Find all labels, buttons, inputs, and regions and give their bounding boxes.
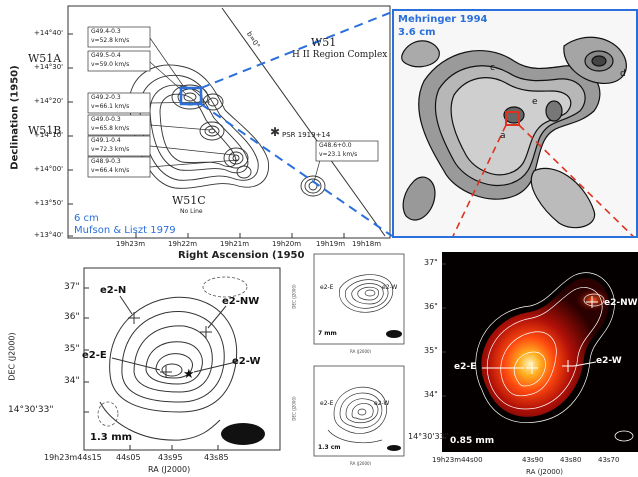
color-map-y-tick: 36": [424, 302, 438, 311]
w51-x-tick: 19h20m: [272, 240, 302, 248]
w51-complex-subtitle: H II Region Complex: [292, 50, 388, 60]
w51-wavelength-label: 6 cm: [74, 213, 99, 224]
e2-x-axis-title: RA (J2000): [148, 465, 191, 474]
e2-x-tick: 43s95: [158, 453, 183, 462]
small-7mm-graphic: [313, 253, 405, 345]
small-13cm-wavelength: 1.3 cm: [318, 444, 341, 451]
e2-wavelength-label: 1.3 mm: [90, 432, 133, 443]
source-box-velocity: v=66.4 km/s: [91, 167, 130, 174]
source-box-velocity: v=23.1 km/s: [319, 151, 358, 158]
small-7mm-wavelength: 7 mm: [318, 330, 337, 337]
color-map-wavelength: 0.85 mm: [450, 436, 495, 446]
e2-y-axis-title: DEC (J2000): [7, 332, 17, 381]
color-map-label-e2-nw: e2-NW: [604, 298, 638, 308]
e2-y-tick: 37": [64, 282, 80, 292]
source-label-e2-w: e2-W: [232, 356, 261, 367]
color-map-label-e2-w: e2-W: [596, 356, 622, 366]
w51-y-tick: +14°40': [34, 29, 64, 37]
w51-x-tick: 19h22m: [168, 240, 198, 248]
color-map-y-tick: 14°30'33": [408, 432, 449, 441]
source-label-e2-e: e2-E: [82, 350, 107, 361]
w51-x-tick: 19h21m: [220, 240, 250, 248]
small-13cm-x-title: RA (J2000): [350, 461, 372, 466]
e2-y-tick: 36": [64, 312, 80, 322]
source-label-e2-n: e2-N: [100, 285, 127, 296]
source-box-name: G49.4-0.3: [91, 28, 121, 35]
w51-y-axis-title: Declination (1950): [9, 65, 21, 170]
small-7mm-label-e2-e: e2-E: [320, 284, 334, 291]
mehringer-label-a: a: [500, 131, 506, 141]
mehringer-panel: Mehringer 1994 3.6 cm e d c a: [392, 9, 638, 238]
color-map-x-tick: 43s70: [598, 456, 620, 464]
mehringer-graphic: [401, 36, 634, 236]
w51-y-tick: +14°20': [34, 97, 64, 105]
w51c-subtitle: No Line: [180, 208, 203, 215]
e2-y-tick: 34": [64, 376, 80, 386]
w51-map-graphic: ✱: [67, 5, 392, 239]
color-map-x-title: RA (J2000): [526, 468, 563, 476]
w51c-label: W51C: [172, 194, 206, 207]
w51-y-tick: +14°30': [34, 63, 64, 71]
small-13cm-panel: e2-E e2-W 1.3 cm DEC (J2000) RA (J2000): [290, 360, 408, 472]
small-13cm-label-e2-e: e2-E: [320, 400, 334, 407]
w51a-label: W51A: [28, 52, 62, 65]
w51-credit-label: Mufson & Liszt 1979: [74, 225, 176, 236]
w51-map-panel: ✱ Declination (1950) +14°40' +14°30' +14…: [0, 0, 392, 262]
svg-text:★: ★: [183, 367, 195, 382]
w51-y-tick: +14°00': [34, 165, 64, 173]
e2-y-tick: 14°30'33": [8, 405, 54, 415]
psr-label: PSR 1919+14: [282, 131, 331, 139]
small-7mm-panel: e2-E e2-W 7 mm DEC (J2000) RA (J2000): [290, 248, 408, 360]
source-box-velocity: v=59.0 km/s: [91, 61, 130, 68]
e2-x-tick: 43s85: [204, 453, 229, 462]
source-box-name: G49.0-0.3: [91, 116, 121, 123]
color-map-x-tick: 43s80: [560, 456, 582, 464]
color-map-label-e2-e: e2-E: [454, 362, 477, 372]
e2-map-panel: ★ DEC (J2000) 37" 36" 35" 34" 14°30'33" …: [0, 262, 290, 477]
e2-map-graphic: ★: [83, 267, 281, 451]
w51-y-tick: +13°40': [34, 231, 64, 239]
source-box-name: G48.9-0.3: [91, 158, 121, 165]
source-box-velocity: v=65.8 km/s: [91, 125, 130, 132]
source-box-velocity: v=52.8 km/s: [91, 37, 130, 44]
color-map-y-tick: 37": [424, 258, 438, 267]
w51-complex-title: W51: [311, 36, 337, 49]
source-box-velocity: v=72.3 km/s: [91, 146, 130, 153]
color-map-x-tick: 43s90: [522, 456, 544, 464]
w51-y-tick: +13°50': [34, 199, 64, 207]
mehringer-label-d: d: [620, 69, 626, 79]
mehringer-label-c: c: [490, 63, 495, 73]
w51b-label: W51B: [28, 124, 62, 137]
e2-x-tick: 19h23m44s15: [44, 453, 102, 462]
source-box-name: G49.2-0.3: [91, 94, 121, 101]
w51-y-tick: +14°10': [34, 131, 64, 139]
color-map-x-tick: 19h23m44s00: [432, 456, 483, 464]
w51-x-axis-title: Right Ascension (1950: [178, 250, 305, 261]
color-map-y-tick: 34": [424, 390, 438, 399]
mehringer-credit: Mehringer 1994: [398, 14, 488, 25]
source-box-velocity: v=66.1 km/s: [91, 103, 130, 110]
source-box-name: G48.6+0.0: [319, 142, 352, 149]
small-7mm-x-title: RA (J2000): [350, 349, 372, 354]
w51-x-tick: 19h18m: [352, 240, 382, 248]
small-13cm-graphic: [313, 365, 405, 457]
mehringer-label-e: e: [532, 97, 538, 107]
small-13cm-y-title: DEC (J2000): [291, 396, 297, 421]
w51-x-tick: 19h23m: [116, 240, 146, 248]
e2-x-tick: 44s05: [116, 453, 141, 462]
small-7mm-y-title: DEC (J2000): [291, 284, 297, 309]
source-label-e2-nw: e2-NW: [222, 296, 260, 307]
mehringer-wavelength: 3.6 cm: [398, 27, 436, 38]
small-13cm-label-e2-w: e2-W: [374, 400, 390, 407]
small-7mm-label-e2-w: e2-W: [382, 284, 398, 291]
source-box-name: G49.5-0.4: [91, 52, 121, 59]
e2-y-tick: 35": [64, 344, 80, 354]
source-box-name: G49.1-0.4: [91, 137, 121, 144]
color-map-y-tick: 35": [424, 346, 438, 355]
svg-text:✱: ✱: [270, 125, 280, 139]
color-map-panel: 37" 36" 35" 34" 14°30'33" 19h23m44s00 43…: [408, 240, 638, 477]
w51-x-tick: 19h19m: [316, 240, 346, 248]
color-map-graphic: [442, 252, 638, 452]
